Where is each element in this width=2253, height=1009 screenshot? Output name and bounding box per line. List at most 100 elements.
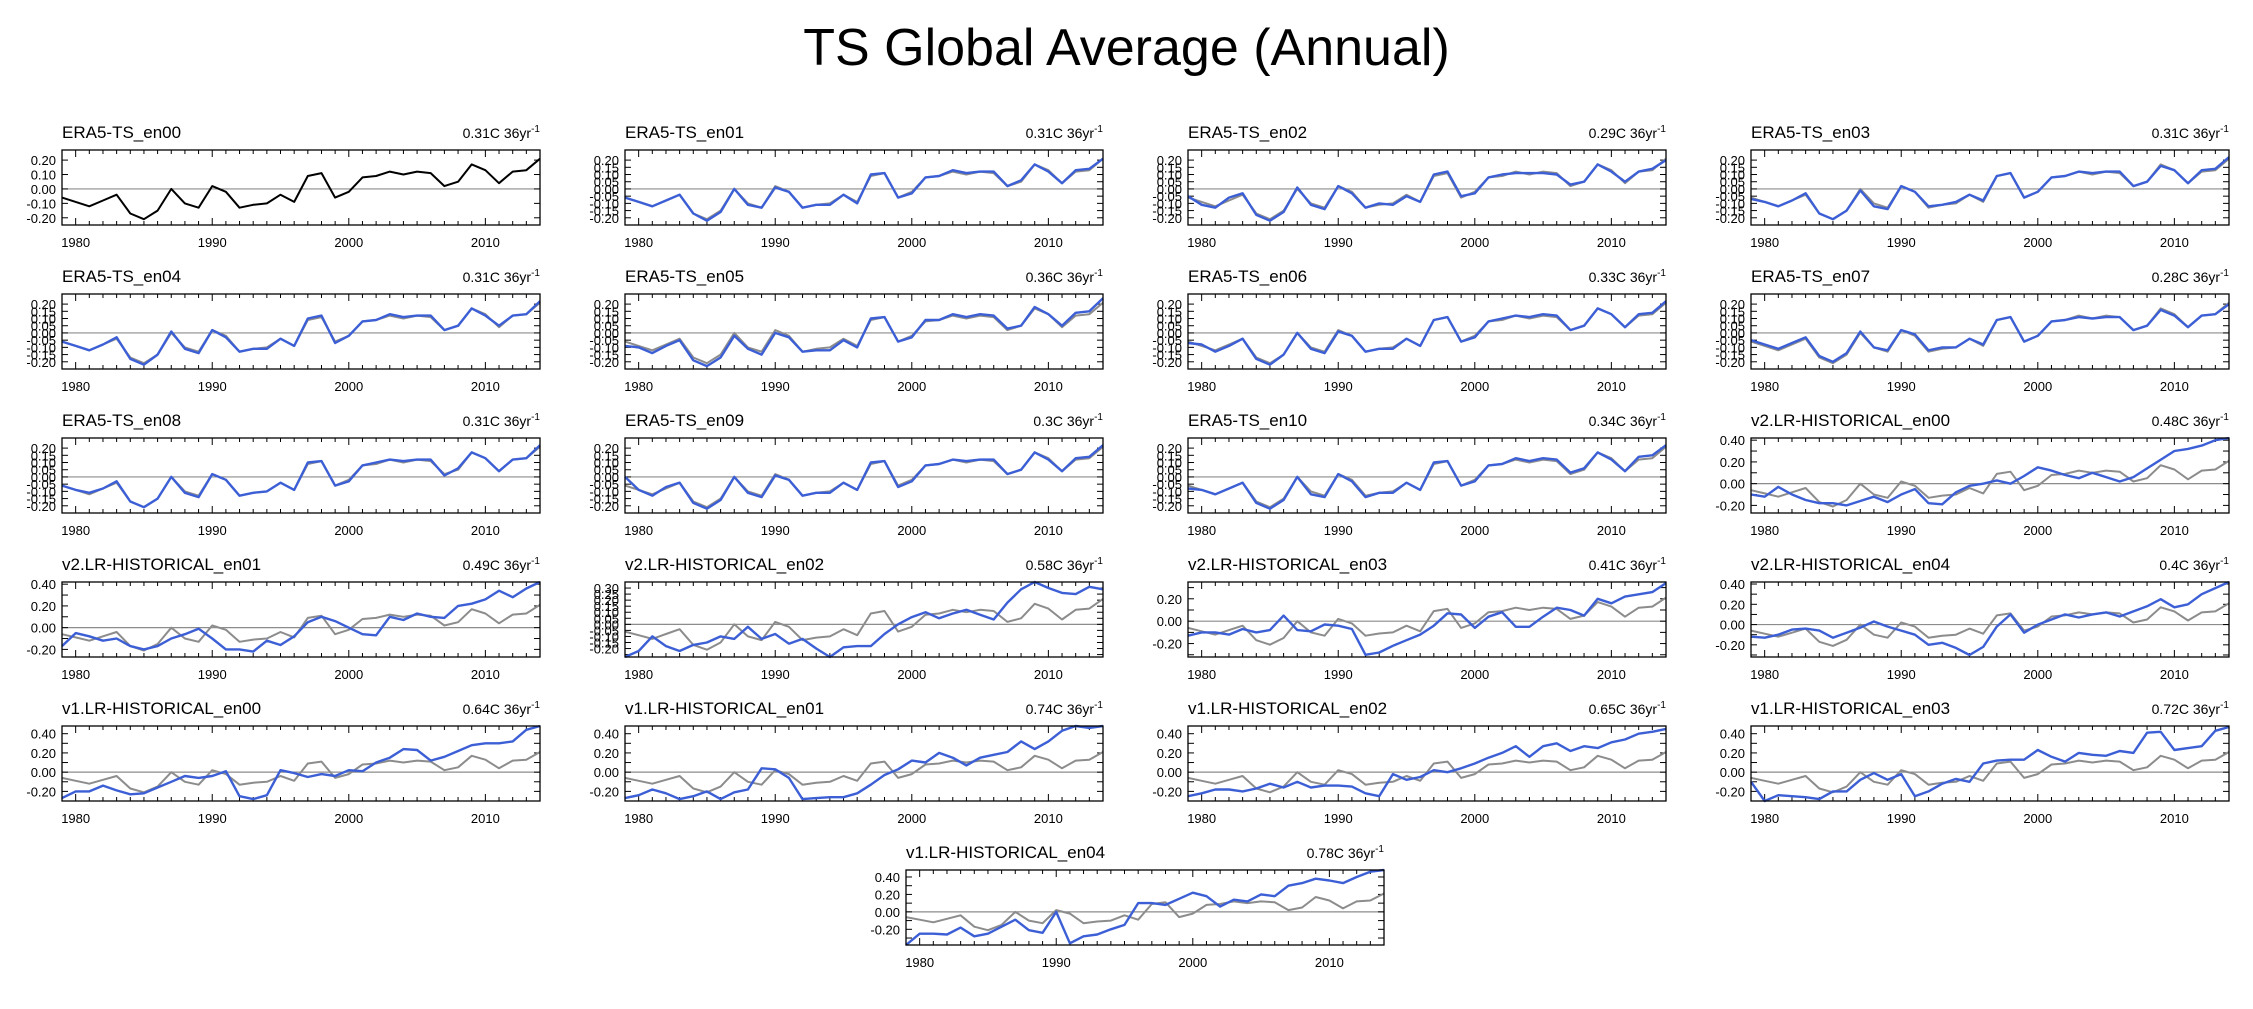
x-tick-label: 1980 — [1187, 235, 1216, 250]
y-tick-label: -0.05 — [589, 189, 619, 204]
y-tick-label: 0.15 — [1157, 448, 1182, 463]
x-tick-label: 1990 — [198, 523, 227, 538]
x-tick-label: 1990 — [761, 667, 790, 682]
plot-frame — [624, 437, 1104, 514]
series-line-member — [624, 157, 1104, 222]
plot-frame — [61, 437, 541, 514]
plot-frame — [1187, 581, 1667, 658]
trend-exponent: -1 — [2220, 268, 2229, 279]
y-tick-label: 0.15 — [1720, 160, 1745, 175]
y-tick-label: 0.30 — [594, 581, 619, 596]
trend-exponent: -1 — [531, 124, 540, 135]
y-tick-label: 0.00 — [1720, 326, 1745, 341]
y-tick-label: 0.10 — [594, 605, 619, 620]
y-tick-label: -0.05 — [1715, 333, 1745, 348]
y-tick-label: 0.05 — [594, 175, 619, 190]
panel-title: v2.LR-HISTORICAL_en01 — [62, 555, 261, 574]
panel: v1.LR-HISTORICAL_en03 0.72C 36yr-1 -0.20 0.… — [1715, 699, 2230, 826]
x-tick-label: 1990 — [198, 379, 227, 394]
trend-exponent: -1 — [1094, 412, 1103, 423]
trend-exponent: -1 — [1094, 556, 1103, 567]
y-tick-label: 0.40 — [594, 727, 619, 742]
plot-frame — [1750, 293, 2230, 370]
y-tick-label: -0.10 — [26, 484, 56, 499]
panel-title: v2.LR-HISTORICAL_en04 — [1751, 555, 1950, 574]
y-tick-label: -0.20 — [1715, 638, 1745, 653]
panel-title: ERA5-TS_en03 — [1751, 123, 1870, 142]
y-tick-label: -0.20 — [1152, 637, 1182, 652]
x-tick-label: 2010 — [2160, 379, 2189, 394]
y-tick-label: 0.10 — [31, 312, 56, 327]
plot-frame — [1187, 149, 1667, 226]
y-tick-label: 0.00 — [594, 470, 619, 485]
panel-title: ERA5-TS_en04 — [62, 267, 181, 286]
x-tick-label: 2000 — [334, 523, 363, 538]
x-tick-label: 2010 — [471, 811, 500, 826]
x-tick-label: 2000 — [334, 235, 363, 250]
y-tick-label: 0.20 — [1157, 441, 1182, 456]
y-tick-label: 0.05 — [31, 319, 56, 334]
x-tick-label: 2010 — [2160, 667, 2189, 682]
x-tick-label: 1990 — [1324, 379, 1353, 394]
y-tick-label: 0.20 — [1720, 153, 1745, 168]
x-tick-label: 1980 — [1750, 667, 1779, 682]
panel-title: v2.LR-HISTORICAL_en02 — [625, 555, 824, 574]
series-line-member — [1750, 303, 2230, 363]
x-tick-label: 2000 — [1460, 811, 1489, 826]
series-line-member — [624, 444, 1104, 510]
panel-title: v1.LR-HISTORICAL_en00 — [62, 699, 261, 718]
x-tick-label: 1980 — [624, 811, 653, 826]
panel: v1.LR-HISTORICAL_en04 0.78C 36yr-1 -0.20 0.… — [870, 843, 1385, 970]
y-tick-label: 0.40 — [1720, 727, 1745, 742]
x-tick-label: 1990 — [761, 379, 790, 394]
trend-label: 0.31C 36yr-1 — [463, 412, 541, 429]
plot-frame — [61, 149, 541, 226]
x-tick-label: 2010 — [2160, 235, 2189, 250]
plot-frame — [905, 869, 1385, 946]
series-line-member — [1750, 436, 2230, 507]
panel-title: v1.LR-HISTORICAL_en01 — [625, 699, 824, 718]
y-tick-label: -0.05 — [26, 333, 56, 348]
x-tick-label: 2010 — [471, 667, 500, 682]
x-tick-label: 2010 — [1034, 235, 1063, 250]
y-tick-label: -0.20 — [1152, 784, 1182, 799]
y-tick-label: 0.00 — [1157, 470, 1182, 485]
y-tick-label: 0.20 — [594, 153, 619, 168]
trend-exponent: -1 — [2220, 412, 2229, 423]
y-tick-label: 0.20 — [1157, 746, 1182, 761]
x-tick-label: 1980 — [1750, 235, 1779, 250]
x-tick-label: 2000 — [1178, 955, 1207, 970]
y-tick-label: -0.15 — [26, 492, 56, 507]
y-tick-label: -0.10 — [589, 340, 619, 355]
y-tick-label: -0.05 — [1152, 477, 1182, 492]
y-tick-label: -0.15 — [589, 348, 619, 363]
trend-label: 0.31C 36yr-1 — [2152, 124, 2230, 141]
x-tick-label: 1980 — [61, 523, 90, 538]
x-tick-label: 1980 — [1187, 811, 1216, 826]
series-line-background — [624, 598, 1104, 651]
y-tick-label: 0.40 — [1157, 727, 1182, 742]
panel: v2.LR-HISTORICAL_en04 0.4C 36yr-1 -0.20 0.0… — [1715, 555, 2230, 682]
y-tick-label: 0.10 — [1157, 456, 1182, 471]
x-tick-label: 2010 — [1034, 667, 1063, 682]
panel: ERA5-TS_en03 0.31C 36yr-1-0.20-0.15-0.10-… — [1715, 123, 2230, 250]
y-tick-label: 0.20 — [31, 746, 56, 761]
series-line-member — [1750, 156, 2230, 221]
y-tick-label: -0.15 — [1715, 204, 1745, 219]
y-tick-label: -0.05 — [589, 333, 619, 348]
x-tick-label: 1980 — [1750, 811, 1779, 826]
x-tick-label: 2000 — [897, 811, 926, 826]
y-tick-label: 0.20 — [1720, 746, 1745, 761]
trend-label: 0.33C 36yr-1 — [1589, 268, 1667, 285]
series-line-background — [61, 751, 541, 794]
panel: ERA5-TS_en07 0.28C 36yr-1-0.20-0.15-0.10-… — [1715, 267, 2230, 394]
panel: ERA5-TS_en09 0.3C 36yr-1 -0.20-0.15-0.10-0… — [589, 411, 1104, 538]
y-tick-label: 0.10 — [1157, 312, 1182, 327]
y-tick-label: 0.10 — [31, 456, 56, 471]
y-tick-label: 0.00 — [1157, 182, 1182, 197]
plot-frame — [1750, 725, 2230, 802]
y-tick-label: 0.15 — [1157, 160, 1182, 175]
y-tick-label: 0.10 — [594, 456, 619, 471]
series-line-member — [1750, 580, 2230, 657]
